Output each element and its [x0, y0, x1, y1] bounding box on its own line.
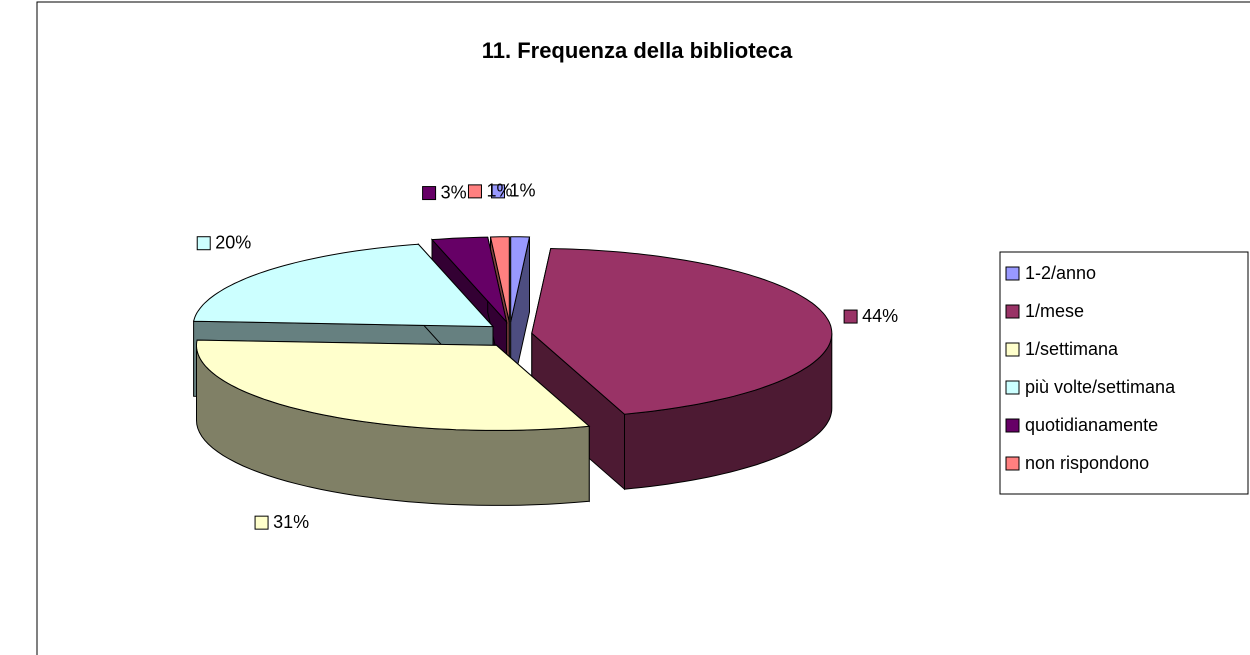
slice	[489, 236, 510, 322]
data-label: 44%	[862, 306, 898, 326]
chart-title: 11. Frequenza della biblioteca	[482, 38, 793, 63]
legend-label: 1/mese	[1025, 301, 1084, 321]
slice	[196, 339, 591, 431]
label-swatch	[254, 515, 269, 530]
legend-label: 1/settimana	[1025, 339, 1119, 359]
legend-swatch	[1005, 456, 1020, 471]
legend-box	[999, 251, 1249, 495]
legend-swatch	[1005, 380, 1020, 395]
legend-swatch	[1005, 266, 1020, 281]
legend-label: quotidianamente	[1025, 415, 1158, 435]
label-swatch	[467, 184, 482, 199]
data-label: 31%	[273, 512, 309, 532]
slice	[192, 243, 495, 328]
legend-swatch	[1005, 304, 1020, 319]
label-swatch	[196, 236, 211, 251]
data-label: 1%	[486, 181, 512, 201]
legend-label: 1-2/anno	[1025, 263, 1096, 283]
legend-label: più volte/settimana	[1025, 377, 1176, 397]
data-label: 20%	[215, 232, 251, 252]
data-label: 1%	[510, 181, 536, 201]
slice	[531, 247, 833, 415]
data-label: 3%	[441, 182, 467, 202]
label-swatch	[422, 186, 437, 201]
label-swatch	[491, 184, 506, 199]
label-swatch	[843, 309, 858, 324]
legend-swatch	[1005, 342, 1020, 357]
slice	[510, 236, 531, 322]
legend-label: non rispondono	[1025, 453, 1149, 473]
legend-swatch	[1005, 418, 1020, 433]
slice	[430, 236, 508, 324]
